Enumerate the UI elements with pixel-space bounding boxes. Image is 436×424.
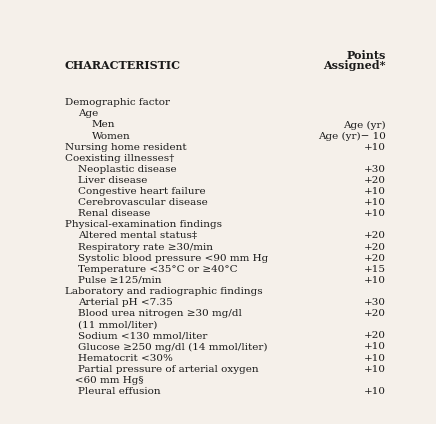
Text: +20: +20 (364, 309, 385, 318)
Text: +10: +10 (364, 365, 385, 374)
Text: +10: +10 (364, 387, 385, 396)
Text: Women: Women (92, 131, 130, 140)
Text: Liver disease: Liver disease (78, 176, 147, 185)
Text: +10: +10 (364, 198, 385, 207)
Text: Neoplastic disease: Neoplastic disease (78, 165, 177, 174)
Text: +20: +20 (364, 232, 385, 240)
Text: +20: +20 (364, 243, 385, 251)
Text: Laboratory and radiographic findings: Laboratory and radiographic findings (65, 287, 262, 296)
Text: Pulse ≥125/min: Pulse ≥125/min (78, 276, 162, 285)
Text: Physical-examination findings: Physical-examination findings (65, 220, 221, 229)
Text: Pleural effusion: Pleural effusion (78, 387, 161, 396)
Text: +30: +30 (364, 165, 385, 174)
Text: Congestive heart failure: Congestive heart failure (78, 187, 206, 196)
Text: Hematocrit <30%: Hematocrit <30% (78, 354, 173, 363)
Text: Age: Age (78, 109, 99, 118)
Text: +10: +10 (364, 209, 385, 218)
Text: (11 mmol/liter): (11 mmol/liter) (65, 320, 157, 329)
Text: +10: +10 (364, 142, 385, 152)
Text: Cerebrovascular disease: Cerebrovascular disease (78, 198, 208, 207)
Text: Partial pressure of arterial oxygen: Partial pressure of arterial oxygen (78, 365, 259, 374)
Text: Age (yr): Age (yr) (343, 120, 385, 130)
Text: Age (yr)− 10: Age (yr)− 10 (318, 131, 385, 141)
Text: Altered mental status‡: Altered mental status‡ (78, 232, 197, 240)
Text: Assigned*: Assigned* (323, 61, 385, 72)
Text: Temperature <35°C or ≥40°C: Temperature <35°C or ≥40°C (78, 265, 238, 274)
Text: +20: +20 (364, 254, 385, 262)
Text: Men: Men (92, 120, 115, 129)
Text: <60 mm Hg§: <60 mm Hg§ (65, 376, 143, 385)
Text: +20: +20 (364, 331, 385, 340)
Text: +20: +20 (364, 176, 385, 185)
Text: +10: +10 (364, 187, 385, 196)
Text: Arterial pH <7.35: Arterial pH <7.35 (78, 298, 173, 307)
Text: +15: +15 (364, 265, 385, 274)
Text: Points: Points (346, 50, 385, 61)
Text: Coexisting illnesses†: Coexisting illnesses† (65, 154, 174, 163)
Text: Systolic blood pressure <90 mm Hg: Systolic blood pressure <90 mm Hg (78, 254, 269, 262)
Text: Blood urea nitrogen ≥30 mg/dl: Blood urea nitrogen ≥30 mg/dl (78, 309, 242, 318)
Text: Glucose ≥250 mg/dl (14 mmol/liter): Glucose ≥250 mg/dl (14 mmol/liter) (78, 343, 268, 351)
Text: Demographic factor: Demographic factor (65, 98, 170, 107)
Text: +10: +10 (364, 343, 385, 351)
Text: CHARACTERISTIC: CHARACTERISTIC (65, 61, 181, 72)
Text: +10: +10 (364, 354, 385, 363)
Text: Sodium <130 mmol/liter: Sodium <130 mmol/liter (78, 331, 208, 340)
Text: Respiratory rate ≥30/min: Respiratory rate ≥30/min (78, 243, 213, 251)
Text: +10: +10 (364, 276, 385, 285)
Text: Nursing home resident: Nursing home resident (65, 142, 186, 152)
Text: +30: +30 (364, 298, 385, 307)
Text: Renal disease: Renal disease (78, 209, 150, 218)
